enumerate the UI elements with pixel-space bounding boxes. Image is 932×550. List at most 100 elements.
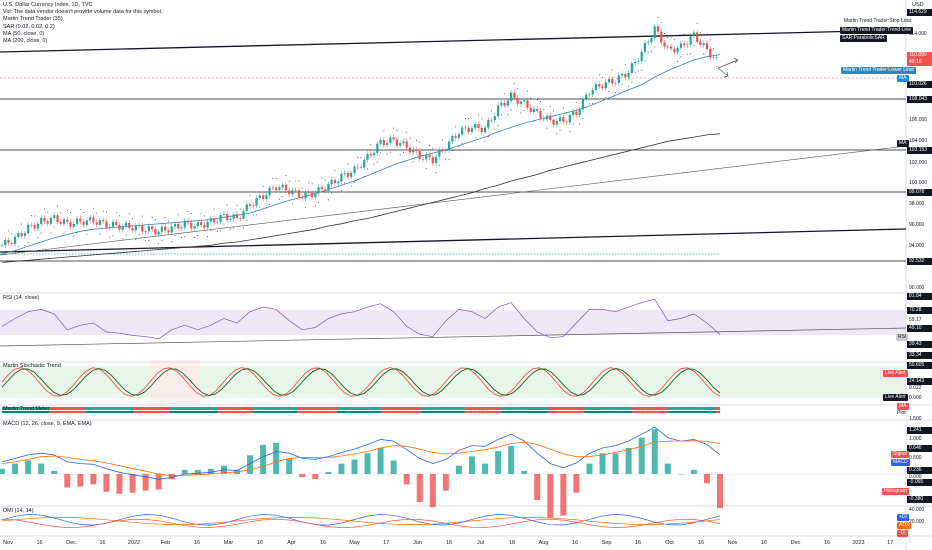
sar-dot: [331, 192, 333, 194]
candle-body: [526, 100, 529, 108]
sar-dot: [419, 141, 421, 143]
stoch-title[interactable]: Martin Stochastic Trend: [3, 363, 61, 369]
sar-dot: [611, 69, 613, 71]
meter-bar: [540, 407, 545, 410]
x-tick-label: 16: [445, 540, 453, 546]
candle-body: [669, 46, 673, 49]
macd-title[interactable]: MACD (12, 26, close, 9, EMA, EMA): [3, 421, 92, 427]
indicator-sar[interactable]: SAR (0.02, 0.02, 0.2): [3, 23, 55, 30]
meter-bar: [5, 411, 11, 413]
meter-bar: [241, 411, 246, 413]
indicator-mtt[interactable]: Martin Trend Trader (35): [3, 16, 63, 23]
meter-bar: [201, 411, 206, 413]
candle-body: [565, 121, 568, 123]
macd-hist-bar: [455, 465, 462, 474]
meter-bar: [472, 407, 477, 410]
sar-dot: [458, 146, 460, 148]
meter-bar: [245, 411, 250, 413]
candle-body: [261, 195, 265, 199]
meter-bar: [676, 411, 681, 413]
candle-body: [121, 225, 124, 230]
meter-bar: [476, 407, 481, 410]
candle-body: [151, 226, 154, 230]
macd-hist-bar: [273, 442, 280, 474]
sar-dot: [686, 53, 688, 55]
meter-bar: [456, 407, 461, 410]
sar-dot: [197, 234, 199, 236]
meter-title[interactable]: Martin Trend Meter: [3, 406, 50, 412]
rsi-title[interactable]: RSI (14, close): [3, 295, 40, 301]
sar-dot: [145, 240, 147, 242]
meter-bar: [560, 407, 565, 410]
meter-bar: [321, 407, 326, 410]
meter-bar: [333, 411, 338, 413]
candle-body: [248, 204, 252, 206]
sar-dot: [402, 151, 404, 153]
sar-dot: [510, 109, 512, 111]
meter-bar: [2, 411, 7, 413]
sar-dot: [233, 227, 235, 229]
macd-hist-bar: [468, 456, 475, 474]
sar-dot: [278, 198, 280, 200]
sar-dot: [285, 175, 287, 177]
meter-bar: [9, 411, 15, 413]
meter-bar: [225, 411, 230, 413]
meter-bar: [612, 411, 617, 413]
meter-bar: [153, 407, 158, 410]
dmi-title[interactable]: DMI (14, 14): [3, 508, 34, 514]
macd-hist-bar: [312, 474, 319, 480]
candle-body: [128, 222, 131, 228]
candle-body: [62, 219, 66, 224]
meter-bar: [576, 411, 581, 413]
candle-body: [457, 134, 461, 138]
indicator-ma50[interactable]: MA (50, close, 0): [3, 30, 45, 37]
candle-body: [69, 221, 72, 227]
candle-body: [307, 191, 310, 193]
meter-bar: [9, 407, 15, 410]
sar-dot: [468, 118, 470, 120]
macd-hist-bar: [38, 463, 45, 474]
candle-body: [572, 111, 575, 115]
meter-bar: [105, 411, 110, 413]
macd-badge: MACD: [891, 459, 910, 466]
meter-bar: [668, 407, 673, 410]
sar-dot: [637, 70, 639, 72]
candle-body: [702, 43, 705, 45]
sar-dot: [216, 230, 218, 232]
sar-dot: [60, 212, 62, 214]
candle-body: [480, 128, 483, 132]
meter-bar: [145, 411, 150, 413]
sar-dot: [282, 196, 284, 198]
meter-bar: [101, 407, 106, 410]
candle-body: [170, 226, 173, 233]
meter-bar: [448, 407, 453, 410]
meter-bar: [185, 411, 190, 413]
x-tick-label: 16: [99, 540, 106, 546]
meter-bar: [265, 411, 270, 413]
candle-body: [10, 242, 13, 244]
price-label: 114.629: [907, 9, 932, 16]
candle-body: [245, 204, 248, 211]
meter-bar: [416, 407, 421, 410]
candle-body: [640, 51, 643, 61]
meter-bar: [241, 407, 246, 410]
sar-dot: [429, 145, 431, 147]
rsi-label: 59.17: [909, 317, 922, 323]
candle-body: [369, 153, 372, 156]
meter-bar: [460, 411, 465, 413]
meter-bar: [257, 407, 262, 410]
meter-bar: [512, 411, 517, 413]
indicator-ma200[interactable]: MA (200, close, 0): [3, 38, 48, 45]
meter-bar: [452, 407, 457, 410]
meter-bar: [297, 407, 302, 410]
meter-bar: [416, 411, 421, 413]
candle-body: [549, 115, 552, 120]
macd-label: 1.500: [909, 416, 922, 422]
candle-body: [314, 193, 317, 198]
macd-hist-bar: [142, 474, 149, 491]
meter-bar: [177, 411, 182, 413]
sar-dot: [562, 107, 564, 109]
candle-body: [434, 156, 438, 164]
meter-bar: [420, 407, 425, 410]
